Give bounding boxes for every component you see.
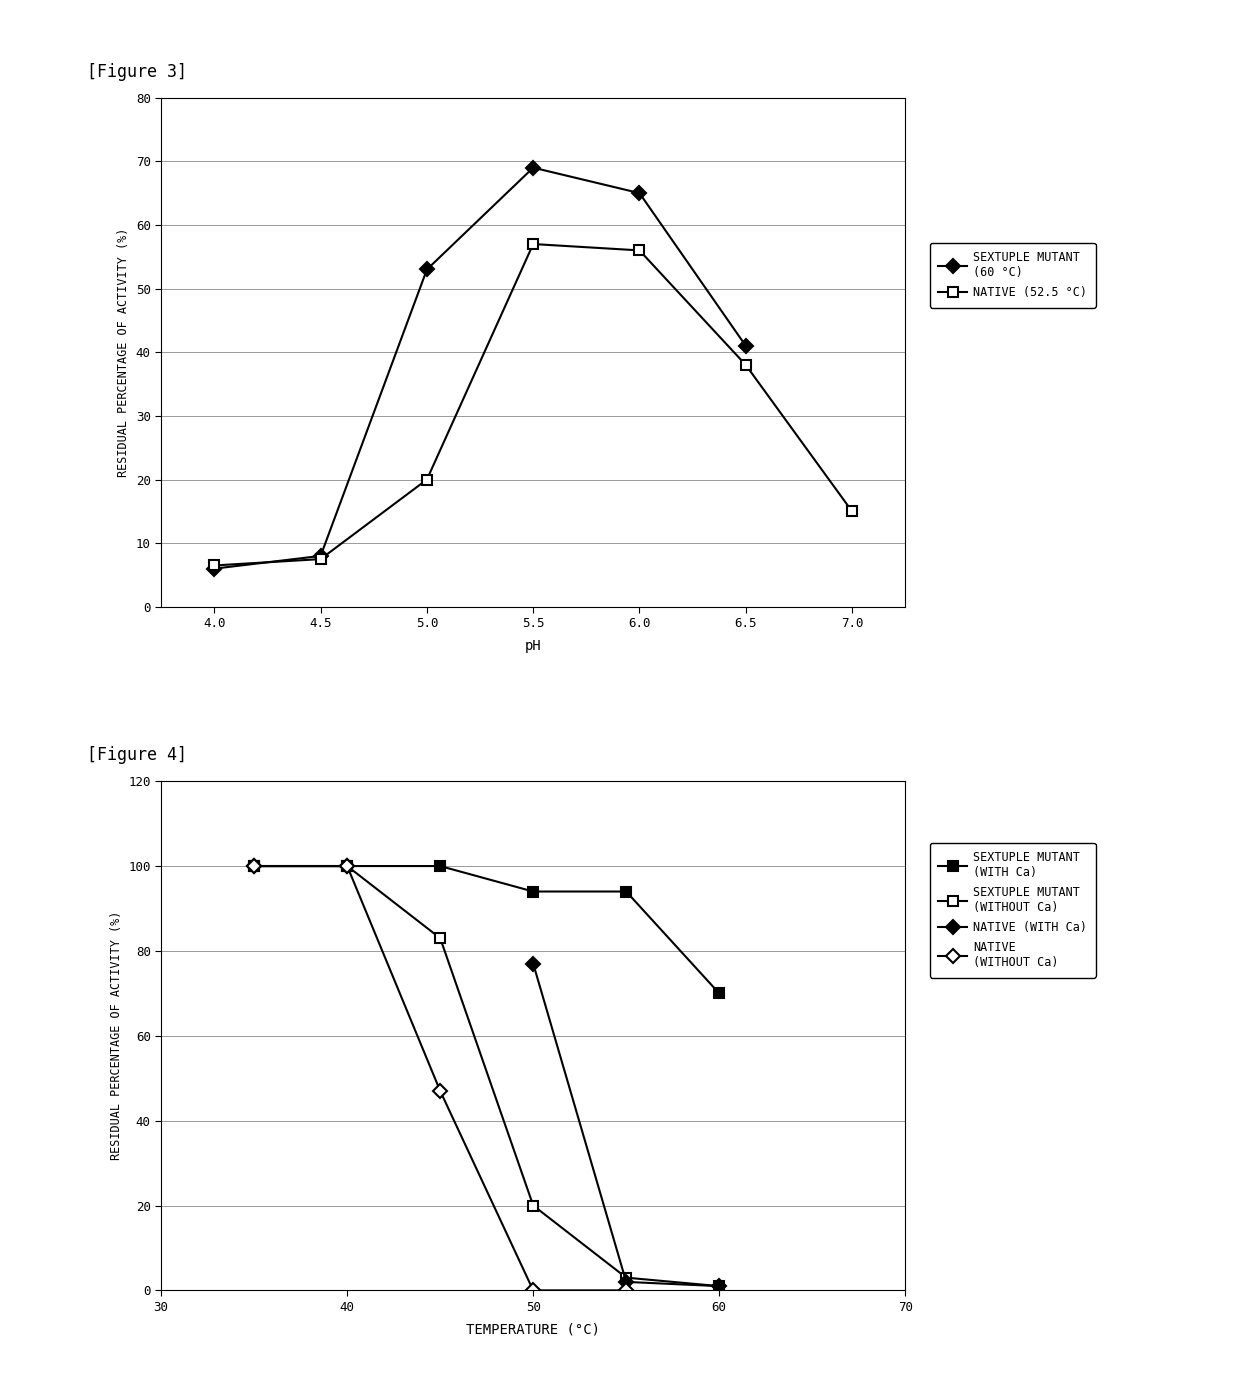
SEXTUPLE MUTANT
(WITH Ca) [712,985,727,1002]
SEXTUPLE MUTANT
(WITHOUT Ca) [526,1197,541,1214]
NATIVE (WITH Ca) [247,858,262,875]
X-axis label: TEMPERATURE (°C): TEMPERATURE (°C) [466,1322,600,1336]
Text: [Figure 3]: [Figure 3] [87,63,187,81]
Legend: SEXTUPLE MUTANT
(WITH Ca), SEXTUPLE MUTANT
(WITHOUT Ca), NATIVE (WITH Ca), NATIV: SEXTUPLE MUTANT (WITH Ca), SEXTUPLE MUTA… [930,843,1096,978]
SEXTUPLE MUTANT
(WITH Ca) [619,883,634,900]
Line: SEXTUPLE MUTANT
(WITH Ca): SEXTUPLE MUTANT (WITH Ca) [249,861,724,999]
NATIVE
(WITHOUT Ca) [247,858,262,875]
SEXTUPLE MUTANT
(60 °C) [632,184,647,201]
NATIVE (52.5 °C) [526,236,541,252]
NATIVE
(WITHOUT Ca) [619,1282,634,1299]
Line: NATIVE
(WITHOUT Ca): NATIVE (WITHOUT Ca) [249,861,631,1295]
NATIVE (52.5 °C) [207,557,222,573]
NATIVE (52.5 °C) [844,504,859,520]
NATIVE (52.5 °C) [314,551,329,568]
SEXTUPLE MUTANT
(WITH Ca) [433,858,448,875]
NATIVE (52.5 °C) [738,357,753,374]
Line: NATIVE (52.5 °C): NATIVE (52.5 °C) [210,239,857,571]
SEXTUPLE MUTANT
(60 °C) [526,159,541,176]
Legend: SEXTUPLE MUTANT
(60 °C), NATIVE (52.5 °C): SEXTUPLE MUTANT (60 °C), NATIVE (52.5 °C… [930,243,1096,308]
Line: NATIVE (WITH Ca): NATIVE (WITH Ca) [249,861,352,870]
SEXTUPLE MUTANT
(WITHOUT Ca) [712,1278,727,1295]
NATIVE (52.5 °C) [419,472,434,488]
Line: SEXTUPLE MUTANT
(WITHOUT Ca): SEXTUPLE MUTANT (WITHOUT Ca) [249,861,724,1290]
NATIVE (52.5 °C) [632,243,647,259]
SEXTUPLE MUTANT
(WITH Ca) [526,883,541,900]
NATIVE
(WITHOUT Ca) [433,1083,448,1099]
SEXTUPLE MUTANT
(WITHOUT Ca) [340,858,355,875]
NATIVE
(WITHOUT Ca) [340,858,355,875]
SEXTUPLE MUTANT
(60 °C) [419,261,434,278]
SEXTUPLE MUTANT
(60 °C) [207,561,222,578]
NATIVE
(WITHOUT Ca) [526,1282,541,1299]
Y-axis label: RESIDUAL PERCENTAGE OF ACTIVITY (%): RESIDUAL PERCENTAGE OF ACTIVITY (%) [118,227,130,477]
SEXTUPLE MUTANT
(60 °C) [314,547,329,564]
Text: [Figure 4]: [Figure 4] [87,746,187,764]
SEXTUPLE MUTANT
(60 °C) [738,338,753,354]
SEXTUPLE MUTANT
(WITH Ca) [340,858,355,875]
SEXTUPLE MUTANT
(WITHOUT Ca) [247,858,262,875]
X-axis label: pH: pH [525,639,542,653]
NATIVE (WITH Ca) [340,858,355,875]
Y-axis label: RESIDUAL PERCENTAGE OF ACTIVITY (%): RESIDUAL PERCENTAGE OF ACTIVITY (%) [109,911,123,1161]
SEXTUPLE MUTANT
(WITH Ca) [247,858,262,875]
SEXTUPLE MUTANT
(WITHOUT Ca) [619,1269,634,1286]
Line: SEXTUPLE MUTANT
(60 °C): SEXTUPLE MUTANT (60 °C) [210,163,750,573]
SEXTUPLE MUTANT
(WITHOUT Ca) [433,930,448,947]
